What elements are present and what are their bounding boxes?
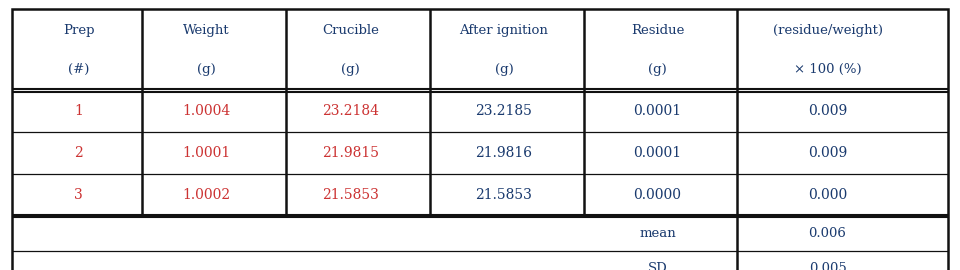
Text: (g): (g) xyxy=(197,63,216,76)
Text: 23.2185: 23.2185 xyxy=(475,104,533,118)
Text: Crucible: Crucible xyxy=(322,24,379,37)
Text: (g): (g) xyxy=(648,63,667,76)
Text: mean: mean xyxy=(639,227,676,240)
Text: 1.0001: 1.0001 xyxy=(182,146,230,160)
Text: (#): (#) xyxy=(68,63,89,76)
Text: 23.2184: 23.2184 xyxy=(322,104,379,118)
Text: 0.000: 0.000 xyxy=(808,188,847,202)
Text: 0.006: 0.006 xyxy=(808,227,847,240)
Text: Prep: Prep xyxy=(63,24,94,37)
Text: Weight: Weight xyxy=(183,24,229,37)
Text: 21.9815: 21.9815 xyxy=(322,146,379,160)
Text: 21.5853: 21.5853 xyxy=(322,188,379,202)
Text: 2: 2 xyxy=(74,146,84,160)
Text: 0.0000: 0.0000 xyxy=(634,188,682,202)
Text: Residue: Residue xyxy=(631,24,684,37)
Text: (g): (g) xyxy=(494,63,514,76)
Text: 21.5853: 21.5853 xyxy=(475,188,533,202)
Text: 0.009: 0.009 xyxy=(808,104,847,118)
Text: 0.009: 0.009 xyxy=(808,146,847,160)
Text: After ignition: After ignition xyxy=(460,24,548,37)
Text: 0.0001: 0.0001 xyxy=(634,146,682,160)
Text: 1.0004: 1.0004 xyxy=(182,104,230,118)
Text: SD: SD xyxy=(648,262,667,270)
Text: (residue/weight): (residue/weight) xyxy=(773,24,882,37)
Text: 0.0001: 0.0001 xyxy=(634,104,682,118)
Text: 1: 1 xyxy=(74,104,84,118)
Text: 0.005: 0.005 xyxy=(808,262,847,270)
Text: × 100 (%): × 100 (%) xyxy=(794,63,861,76)
Text: 3: 3 xyxy=(74,188,84,202)
Text: 21.9816: 21.9816 xyxy=(475,146,533,160)
Text: 1.0002: 1.0002 xyxy=(182,188,230,202)
Text: (g): (g) xyxy=(341,63,360,76)
